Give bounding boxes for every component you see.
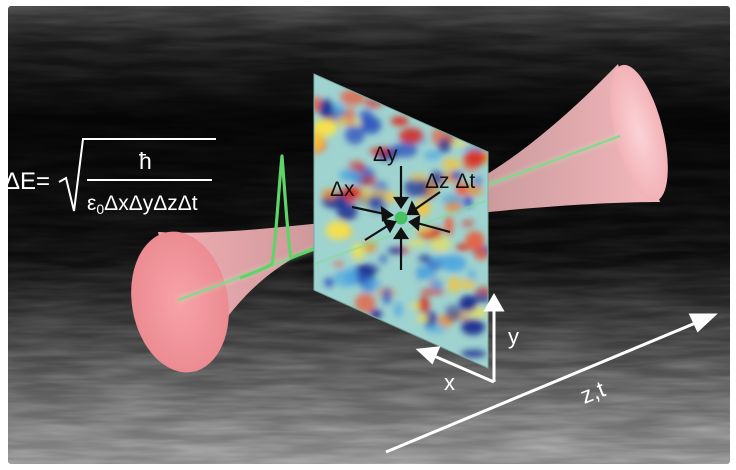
axis-label-y: y: [508, 324, 519, 349]
field-fluctuation-blob: [460, 349, 487, 358]
field-fluctuation-blob: [364, 189, 388, 198]
probe-arrow-upright: [413, 191, 441, 211]
formula-numerator: ħ: [139, 148, 152, 174]
field-fluctuation-blob: [314, 119, 338, 137]
field-fluctuation-blob: [451, 170, 462, 181]
formula-radical: [58, 138, 216, 212]
probe-arrow-right: [416, 221, 451, 234]
axis-zt-line: [385, 320, 699, 454]
field-fluctuation-blob: [333, 261, 345, 268]
formula-denominator: ε0ΔxΔyΔzΔt: [87, 192, 198, 217]
field-fluctuation-blob: [455, 244, 470, 251]
label-delta-z-delta-t: Δz Δt: [425, 170, 475, 193]
axis-x-line: [433, 354, 495, 384]
probe-arrow-lowleft: [364, 224, 390, 241]
field-fluctuation-blob: [445, 304, 462, 322]
field-fluctuation-blob: [379, 254, 388, 264]
field-fluctuation-blob: [431, 280, 443, 292]
field-fluctuation-blob: [473, 175, 482, 188]
field-fluctuation-blob: [418, 295, 430, 314]
field-fluctuation-blob: [354, 293, 376, 313]
field-fluctuation-blob: [418, 254, 433, 263]
field-fluctuation-blob: [442, 158, 461, 171]
label-delta-y: Δy: [373, 143, 398, 166]
axis-label-x: x: [444, 370, 455, 395]
field-fluctuation-blob: [382, 287, 392, 305]
field-fluctuation-blob: [475, 286, 488, 295]
field-fluctuation-blob: [404, 178, 430, 198]
field-fluctuation-blob: [410, 173, 427, 180]
field-fluctuation-blob: [429, 255, 455, 265]
field-fluctuation-blob: [314, 131, 325, 152]
field-fluctuation-blob: [420, 288, 445, 295]
field-fluctuation-blob: [414, 226, 433, 233]
coordinate-axes: [385, 292, 718, 454]
probe-arrows: [351, 166, 451, 270]
field-fluctuation-blob: [464, 149, 486, 167]
field-fluctuation-blob: [324, 277, 334, 288]
uncertainty-formula: ΔE= ħ ε0ΔxΔyΔzΔt: [8, 138, 216, 217]
field-fluctuation-blob: [325, 220, 350, 240]
field-fluctuation-blob: [369, 147, 391, 155]
field-fluctuation-blob: [430, 236, 451, 253]
field-fluctuation-blob: [465, 231, 485, 251]
field-fluctuation-blob: [416, 266, 437, 279]
pulse-wavepacket: [239, 154, 321, 280]
field-fluctuation-blob: [360, 175, 377, 187]
field-fluctuation-blob: [406, 239, 427, 247]
field-fluctuation-blob: [345, 267, 359, 287]
field-fluctuation-blob: [459, 295, 478, 312]
field-fluctuation-blob: [384, 192, 397, 203]
field-fluctuation-blob: [361, 116, 382, 134]
field-fluctuation-blob: [393, 301, 403, 318]
field-fluctuation-blob: [461, 318, 485, 336]
field-fluctuation-blob: [357, 271, 367, 285]
field-fluctuation-blob: [314, 96, 323, 113]
probe-center-dot: [394, 211, 408, 225]
beam-cone-right: [406, 64, 668, 221]
field-fluctuation-blob: [424, 323, 447, 334]
field-fluctuation-blob: [321, 188, 338, 200]
field-fluctuation-blob: [337, 115, 349, 127]
field-fluctuation-blob: [399, 127, 424, 145]
field-fluctuation-blob: [387, 247, 406, 254]
field-fluctuation-blob: [447, 276, 461, 294]
field-fluctuation-blob: [474, 248, 488, 261]
field-fluctuation-blob: [415, 198, 431, 218]
formula-lhs: ΔE=: [8, 168, 50, 195]
quantum-field-diagram: Δx Δy Δz Δt ΔE= ħ ε0ΔxΔyΔzΔt y x z,t: [8, 6, 730, 464]
field-fluctuation-blob: [417, 315, 429, 322]
field-fluctuation-blob: [430, 170, 444, 186]
field-fluctuation-blob: [345, 186, 358, 204]
beam-mouth-right: [610, 64, 668, 202]
probe-arrow-left: [351, 205, 386, 216]
field-fluctuation-blob: [390, 116, 409, 126]
label-delta-x: Δx: [330, 178, 355, 201]
field-fluctuation-blob: [460, 279, 475, 290]
field-fluctuation-blob: [461, 219, 474, 227]
field-fluctuation-blob: [339, 168, 361, 182]
field-fluctuation-blob: [437, 139, 451, 154]
field-fluctuation-blob: [344, 125, 365, 145]
field-fluctuation-blob: [463, 195, 473, 208]
field-fluctuation-blob: [319, 99, 334, 119]
field-fluctuation-blob: [423, 150, 442, 160]
field-fluctuation-blob: [391, 142, 418, 158]
field-fluctuation-blob: [441, 193, 463, 206]
field-fluctuation-blob: [455, 182, 467, 196]
